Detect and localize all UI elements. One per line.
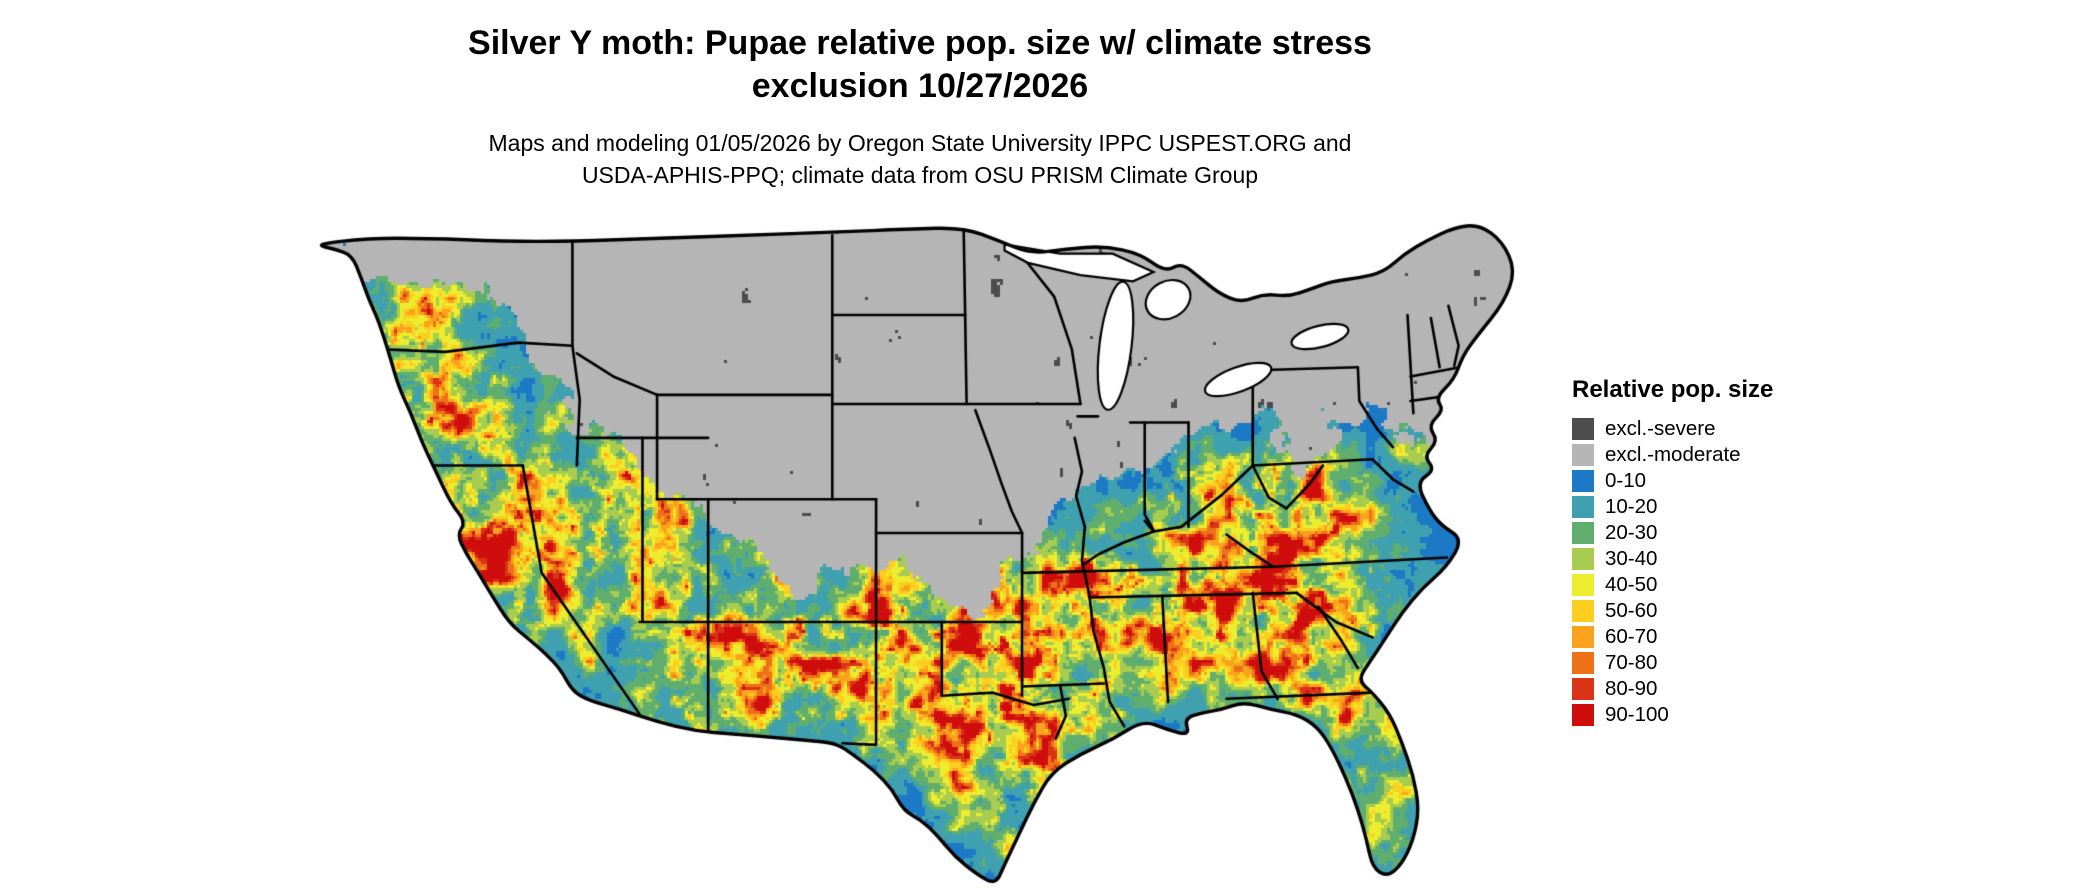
legend-label: 30-40 — [1605, 547, 1658, 570]
legend-swatch — [1572, 496, 1594, 518]
legend-row: 70-80 — [1572, 650, 1773, 676]
legend-swatch — [1572, 548, 1594, 570]
legend-swatch — [1572, 626, 1594, 648]
legend-row: 40-50 — [1572, 572, 1773, 598]
page-subtitle-line2: USDA-APHIS-PPQ; climate data from OSU PR… — [581, 162, 1259, 189]
legend-label: 70-80 — [1605, 651, 1658, 674]
legend-label: 20-30 — [1605, 521, 1658, 544]
legend-swatch — [1572, 522, 1594, 544]
legend-swatch — [1572, 444, 1594, 466]
page-subtitle-line1: Maps and modeling 01/05/2026 by Oregon S… — [488, 130, 1352, 156]
legend-swatch — [1572, 574, 1594, 596]
legend: Relative pop. size excl.-severe excl.-mod… — [1572, 376, 1773, 728]
legend-row: 0-10 — [1572, 468, 1773, 494]
legend-row: 30-40 — [1572, 546, 1773, 572]
legend-label: 10-20 — [1605, 495, 1658, 518]
legend-label: 0-10 — [1605, 469, 1647, 492]
legend-entries: excl.-severe excl.-moderate 0-10 10-20 20-30… — [1572, 416, 1773, 728]
legend-label: 60-70 — [1605, 625, 1658, 648]
legend-label: excl.-moderate — [1605, 443, 1741, 466]
legend-title: Relative pop. size — [1572, 376, 1774, 403]
legend-swatch — [1572, 418, 1594, 440]
legend-row: 90-100 — [1572, 702, 1773, 728]
legend-swatch — [1572, 704, 1594, 726]
legend-row: 60-70 — [1572, 624, 1773, 650]
legend-row: 50-60 — [1572, 598, 1773, 624]
header: Silver Y moth: Pupae relative pop. size … — [150, 22, 1690, 191]
legend-row: 80-90 — [1572, 676, 1773, 702]
legend-row: 20-30 — [1572, 520, 1773, 546]
legend-row: excl.-severe — [1572, 416, 1773, 442]
legend-label: 40-50 — [1605, 573, 1658, 596]
legend-label: 90-100 — [1605, 703, 1669, 726]
legend-swatch — [1572, 600, 1594, 622]
page-title-line2: exclusion 10/27/2026 — [751, 66, 1089, 105]
legend-swatch — [1572, 652, 1594, 674]
legend-row: 10-20 — [1572, 494, 1773, 520]
us-map-canvas — [295, 222, 1535, 890]
us-map — [295, 222, 1535, 890]
page-subtitle: Maps and modeling 01/05/2026 by Oregon S… — [150, 127, 1690, 191]
legend-label: excl.-severe — [1605, 417, 1716, 440]
legend-label: 50-60 — [1605, 599, 1658, 622]
legend-label: 80-90 — [1605, 677, 1658, 700]
page-title-line1: Silver Y moth: Pupae relative pop. size … — [468, 24, 1372, 62]
legend-swatch — [1572, 678, 1594, 700]
legend-row: excl.-moderate — [1572, 442, 1773, 468]
legend-swatch — [1572, 470, 1594, 492]
